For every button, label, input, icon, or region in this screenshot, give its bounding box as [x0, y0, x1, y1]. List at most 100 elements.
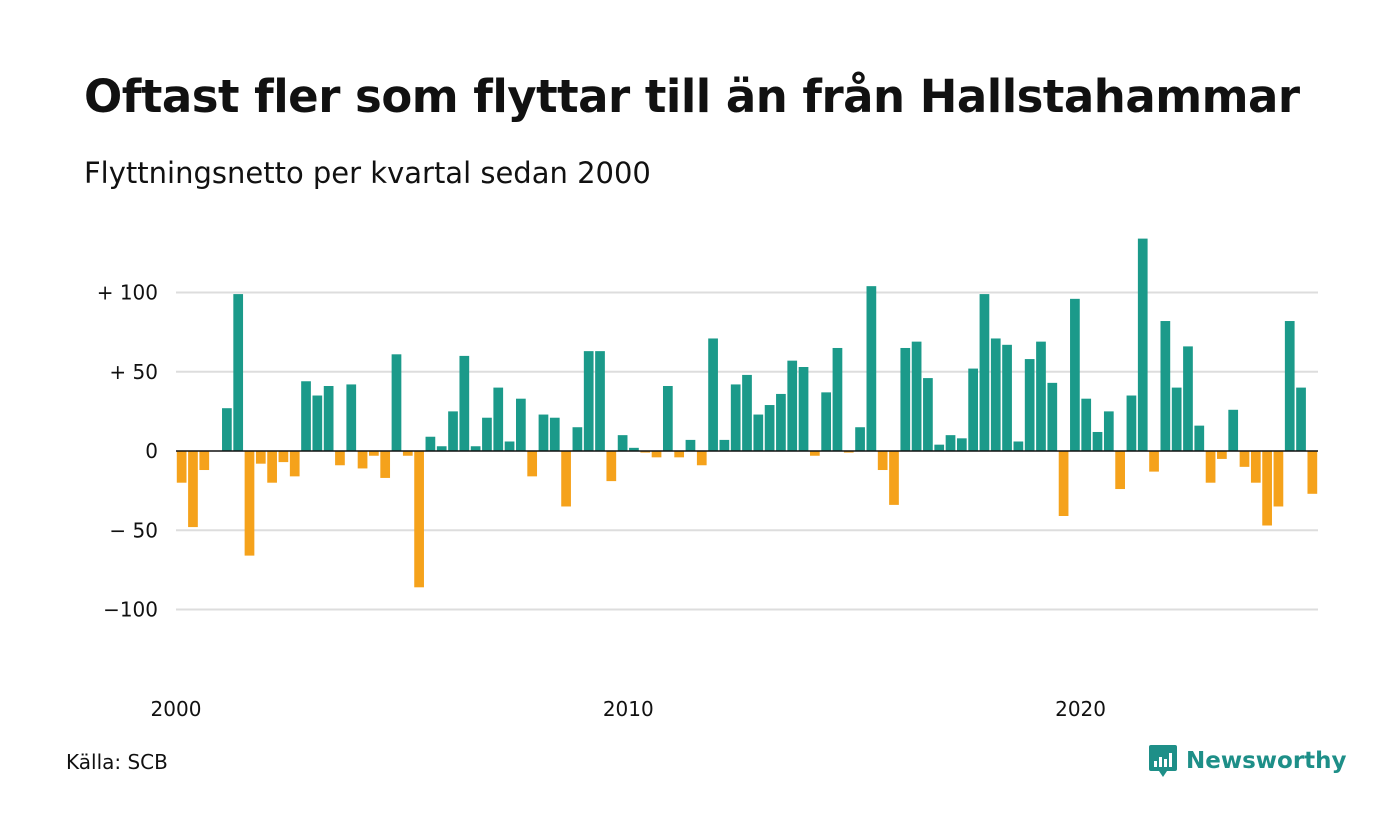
bar — [233, 294, 244, 451]
bar — [436, 446, 447, 451]
bar — [855, 427, 865, 451]
bar — [708, 338, 718, 451]
bar — [1194, 425, 1205, 451]
bar — [674, 451, 685, 458]
bar — [945, 435, 956, 451]
bar — [1205, 451, 1216, 483]
bar — [798, 367, 809, 451]
bar — [1262, 451, 1272, 526]
chart-subtitle: Flyttningsnetto per kvartal sedan 2000 — [84, 156, 651, 190]
bar — [538, 414, 549, 451]
chart-title: Oftast fler som flyttar till än från Hal… — [84, 70, 1300, 123]
bar — [527, 451, 538, 477]
bar — [1047, 382, 1058, 451]
bar — [843, 451, 854, 453]
bar — [640, 451, 651, 453]
bar — [312, 395, 323, 451]
y-tick-label: − 50 — [109, 518, 158, 542]
bar — [685, 439, 696, 451]
x-tick-label: 2020 — [1055, 697, 1106, 721]
bar — [1228, 409, 1239, 451]
bar — [889, 451, 899, 505]
bar — [911, 341, 922, 451]
bar — [730, 384, 741, 451]
bar — [357, 451, 368, 469]
y-tick-label: −100 — [103, 598, 158, 622]
bar — [651, 451, 662, 458]
bar — [267, 451, 277, 483]
bar — [1036, 341, 1046, 451]
x-axis-labels: 2000 2010 2020 — [151, 697, 1106, 721]
bar — [787, 360, 798, 451]
bar — [1307, 451, 1318, 494]
bar — [1103, 411, 1114, 452]
bar — [391, 354, 402, 451]
bar — [1273, 451, 1284, 507]
bar — [583, 351, 594, 451]
bar — [278, 451, 289, 463]
bar — [979, 294, 990, 451]
bar — [719, 439, 730, 451]
bar — [301, 381, 311, 451]
bar — [753, 414, 764, 451]
bar — [470, 446, 481, 451]
bar — [1217, 451, 1227, 459]
bar — [425, 436, 436, 451]
bar — [289, 451, 300, 477]
bar — [323, 386, 334, 451]
bar — [335, 451, 345, 466]
bar — [956, 438, 967, 451]
y-axis-labels: + 100 + 50 0 − 50 −100 — [97, 281, 158, 622]
bar — [414, 451, 424, 588]
bar — [1239, 451, 1250, 467]
bar — [176, 451, 187, 483]
bar — [617, 435, 628, 451]
bar — [199, 451, 210, 471]
bar — [1284, 321, 1295, 451]
bar — [1171, 387, 1182, 451]
bar — [990, 338, 1001, 451]
newsworthy-logo-icon — [1149, 745, 1177, 777]
gridlines — [176, 291, 1318, 611]
bar — [346, 384, 357, 451]
bar — [934, 444, 945, 451]
bar — [222, 408, 232, 451]
bar — [459, 355, 470, 451]
bar — [188, 451, 198, 528]
bar — [380, 451, 391, 478]
bar — [900, 347, 911, 451]
bar — [629, 447, 639, 451]
bar — [776, 393, 786, 451]
newsworthy-logo: Newsworthy — [1148, 744, 1347, 778]
bar — [493, 387, 504, 451]
bar — [696, 451, 707, 466]
bar — [968, 368, 978, 451]
bar — [244, 451, 255, 556]
bar — [1013, 441, 1024, 451]
bar — [742, 374, 752, 451]
y-tick-label: 0 — [145, 439, 158, 463]
source-label: Källa: SCB — [66, 750, 168, 774]
bars — [176, 238, 1318, 588]
bar — [448, 411, 458, 452]
bar — [1081, 398, 1092, 451]
bar — [504, 441, 515, 451]
y-tick-label: + 50 — [109, 360, 158, 384]
bar — [1160, 321, 1171, 451]
bar — [1070, 298, 1080, 451]
bar — [764, 405, 775, 451]
bar — [821, 392, 832, 451]
bar — [255, 451, 266, 464]
bar — [1002, 344, 1012, 451]
x-tick-label: 2000 — [151, 697, 202, 721]
bar — [877, 451, 888, 471]
bar — [866, 286, 877, 451]
bar — [662, 386, 673, 451]
bar — [1250, 451, 1261, 483]
bar — [482, 417, 492, 451]
bar — [1149, 451, 1159, 472]
bar — [832, 347, 843, 451]
y-tick-label: + 100 — [97, 281, 158, 305]
bar — [1024, 359, 1035, 451]
bar — [923, 378, 933, 451]
